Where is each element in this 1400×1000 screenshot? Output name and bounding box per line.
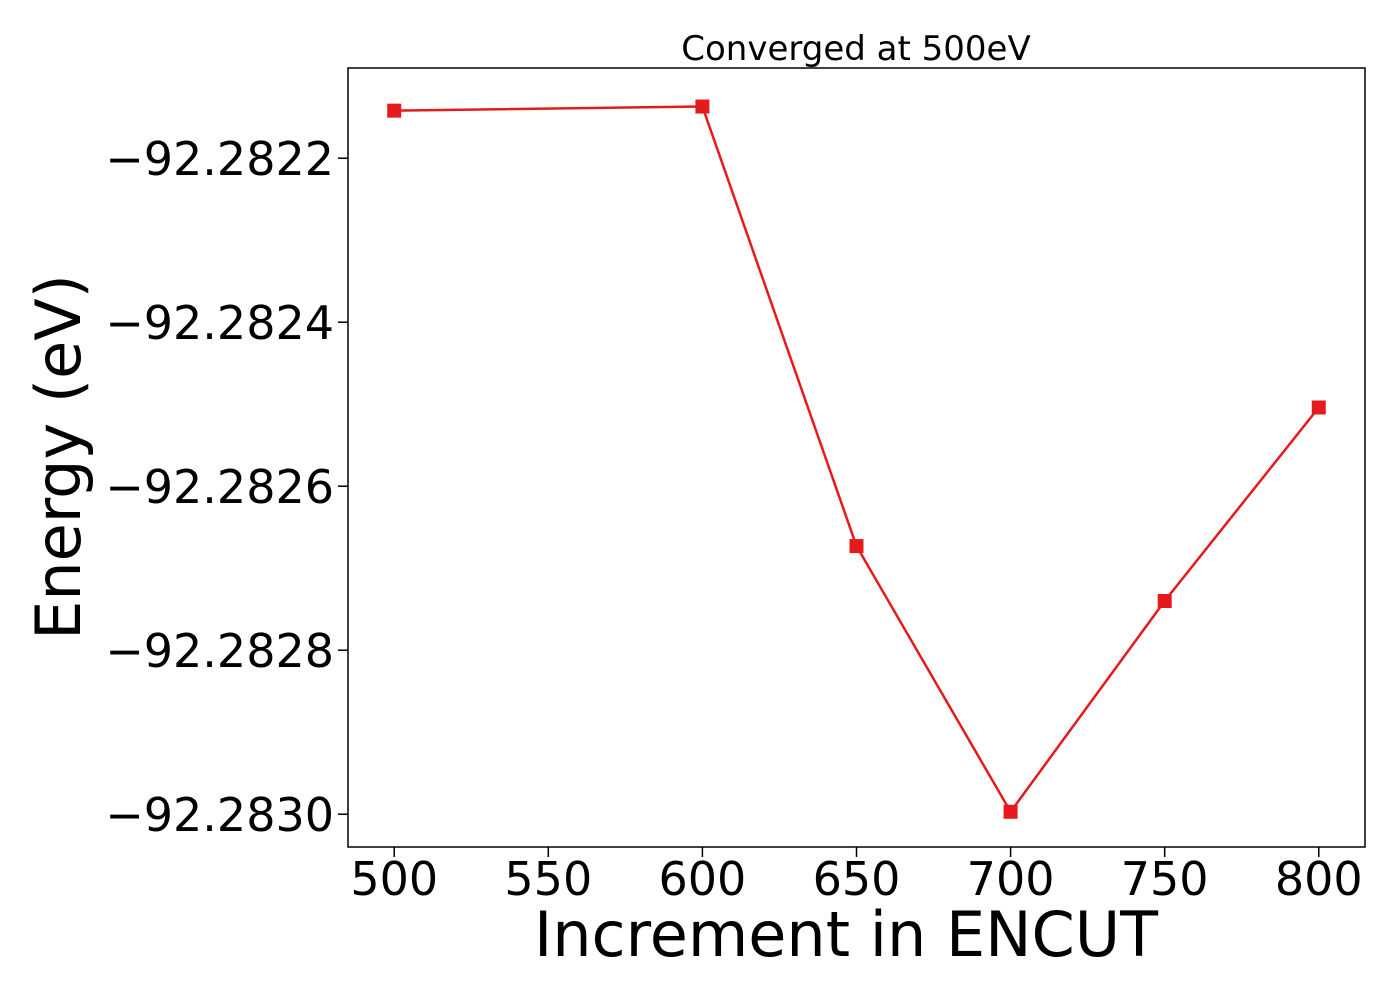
y-tick-label: −92.2826 (105, 460, 334, 514)
x-tick-label: 650 (813, 852, 901, 906)
series-layer (387, 99, 1326, 819)
data-point-marker (1311, 400, 1326, 415)
data-point-marker (1003, 804, 1018, 819)
x-tick-label: 700 (967, 852, 1055, 906)
plot-frame (347, 67, 1366, 848)
y-axis-label: Energy (eV) (22, 274, 95, 640)
data-point-marker (1157, 594, 1172, 608)
data-point-marker (849, 539, 864, 554)
y-tick-label: −92.2830 (105, 788, 334, 842)
series-line (394, 105, 1320, 813)
data-point-marker (387, 103, 402, 118)
x-tick-label: 750 (1121, 852, 1209, 906)
y-axis-ticks: −92.2822 −92.2824 −92.2826 −92.2828 −92.2830 (105, 132, 348, 842)
x-tick-label: 550 (504, 852, 592, 906)
y-tick-label: −92.2822 (105, 132, 334, 186)
x-tick-label: 800 (1275, 852, 1363, 906)
y-tick-label: −92.2824 (105, 296, 334, 350)
x-tick-label: 500 (350, 852, 438, 906)
data-point-marker (695, 99, 710, 114)
x-axis-label: Increment in ENCUT (534, 898, 1159, 971)
y-tick-label: −92.2828 (105, 624, 334, 678)
chart-title: Converged at 500eV (681, 29, 1030, 69)
x-axis-ticks: 500 550 600 650 700 750 800 (350, 847, 1363, 906)
x-tick-label: 600 (659, 852, 747, 906)
